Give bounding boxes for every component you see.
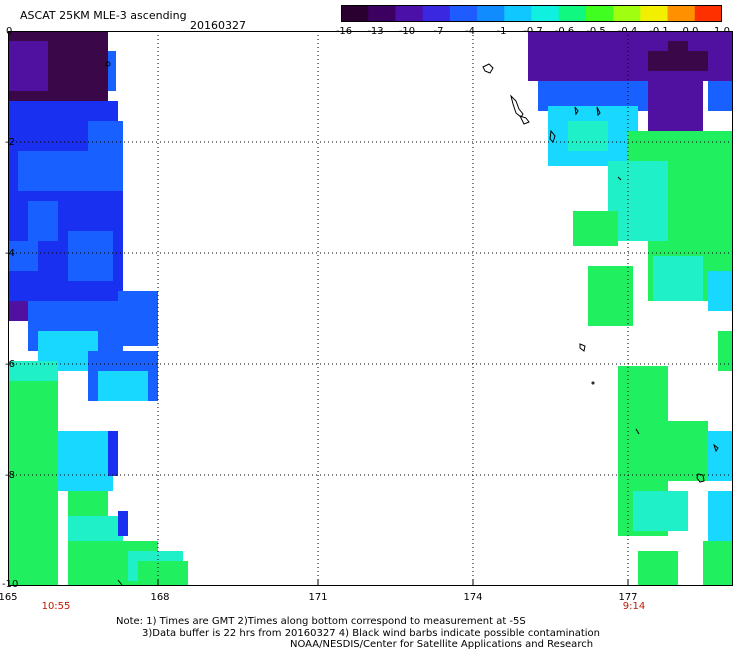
colorbar-swatch xyxy=(395,5,424,22)
swath-cell xyxy=(653,256,703,301)
island-outline xyxy=(105,61,111,67)
swath-cell xyxy=(58,431,113,491)
longitude-label: 171 xyxy=(308,592,328,603)
swath-cell xyxy=(703,541,733,586)
island-outline xyxy=(696,473,705,483)
swath-cell xyxy=(668,421,708,481)
colorbar-swatch xyxy=(341,5,369,22)
colorbar-swatch xyxy=(531,5,560,22)
map-title: ASCAT 25KM MLE-3 ascending xyxy=(20,9,187,22)
colorbar-swatch xyxy=(368,5,396,22)
latitude-label: -8 xyxy=(5,470,15,481)
swath-cell xyxy=(633,491,688,531)
longitude-label: 177 xyxy=(618,592,638,603)
longitude-label: 168 xyxy=(150,592,170,603)
island-outline xyxy=(549,129,556,143)
swath-cell xyxy=(68,231,113,281)
swath-cell xyxy=(648,71,703,131)
swath-cell xyxy=(48,361,88,371)
swath-cell xyxy=(118,511,128,536)
data-swaths xyxy=(8,31,733,586)
island-outline xyxy=(579,343,586,352)
latitude-label: -2 xyxy=(5,137,15,148)
swath-cell xyxy=(708,271,733,311)
latitude-label: -4 xyxy=(5,248,15,259)
swath-cell xyxy=(568,121,608,151)
swath-cell xyxy=(8,381,58,586)
swath-cell xyxy=(28,201,58,241)
island-outline xyxy=(574,106,579,116)
colorbar-swatch xyxy=(449,5,478,22)
island-outline xyxy=(617,176,622,181)
colorbar-frame xyxy=(341,5,722,22)
left-swath-time: 10:55 xyxy=(41,601,71,612)
wind-map xyxy=(8,31,733,586)
swath-cell xyxy=(8,41,48,91)
latitude-label: -6 xyxy=(5,359,15,370)
island-outline xyxy=(519,115,530,125)
swath-cell xyxy=(708,431,733,481)
latitude-label: 0 xyxy=(6,26,13,37)
note-line-3: NOAA/NESDIS/Center for Satellite Applica… xyxy=(290,639,594,650)
colorbar-swatch xyxy=(613,5,641,22)
island-outline xyxy=(591,381,595,385)
colorbar-swatch xyxy=(667,5,696,22)
island-outlines xyxy=(105,61,719,586)
note-line-1: Note: 1) Times are GMT 2)Times along bot… xyxy=(116,616,526,627)
swath-cell xyxy=(98,371,148,401)
colorbar-swatch xyxy=(694,5,722,22)
island-outline xyxy=(117,579,123,586)
map-frame xyxy=(8,31,733,586)
island-outline xyxy=(635,428,640,435)
swath-cell xyxy=(573,211,618,246)
right-swath-time: 9:14 xyxy=(622,601,646,612)
colorbar-swatch xyxy=(422,5,451,22)
swath-cell xyxy=(718,331,733,371)
swath-cell xyxy=(148,361,158,401)
island-outline xyxy=(510,94,524,118)
swath-cell xyxy=(8,241,38,271)
colorbar-swatch xyxy=(504,5,532,22)
lat-lon-grid xyxy=(8,31,733,586)
colorbar-swatch xyxy=(585,5,614,22)
swath-cell xyxy=(108,431,118,476)
colorbar-swatch xyxy=(640,5,669,22)
swath-cell xyxy=(118,291,158,346)
swath-cell xyxy=(108,51,116,91)
longitude-label: 174 xyxy=(463,592,483,603)
island-outline xyxy=(713,443,719,453)
swath-cell xyxy=(8,361,58,381)
colorbar-swatch xyxy=(477,5,505,22)
swath-cell xyxy=(88,121,123,191)
island-outline xyxy=(482,63,494,74)
swath-cell xyxy=(708,81,733,111)
map-date: 20160327 xyxy=(190,19,246,32)
swath-cell xyxy=(138,561,188,586)
swath-cell xyxy=(8,301,28,321)
swath-cell xyxy=(638,551,678,586)
swath-cell xyxy=(668,41,688,66)
longitude-label: 165 xyxy=(0,592,18,603)
island-outline xyxy=(596,106,601,117)
swath-cell xyxy=(588,266,633,326)
note-line-2: 3)Data buffer is 22 hrs from 20160327 4)… xyxy=(142,628,600,639)
colorbar-swatch xyxy=(558,5,587,22)
latitude-label: -10 xyxy=(2,579,19,590)
colorbar xyxy=(341,5,722,22)
